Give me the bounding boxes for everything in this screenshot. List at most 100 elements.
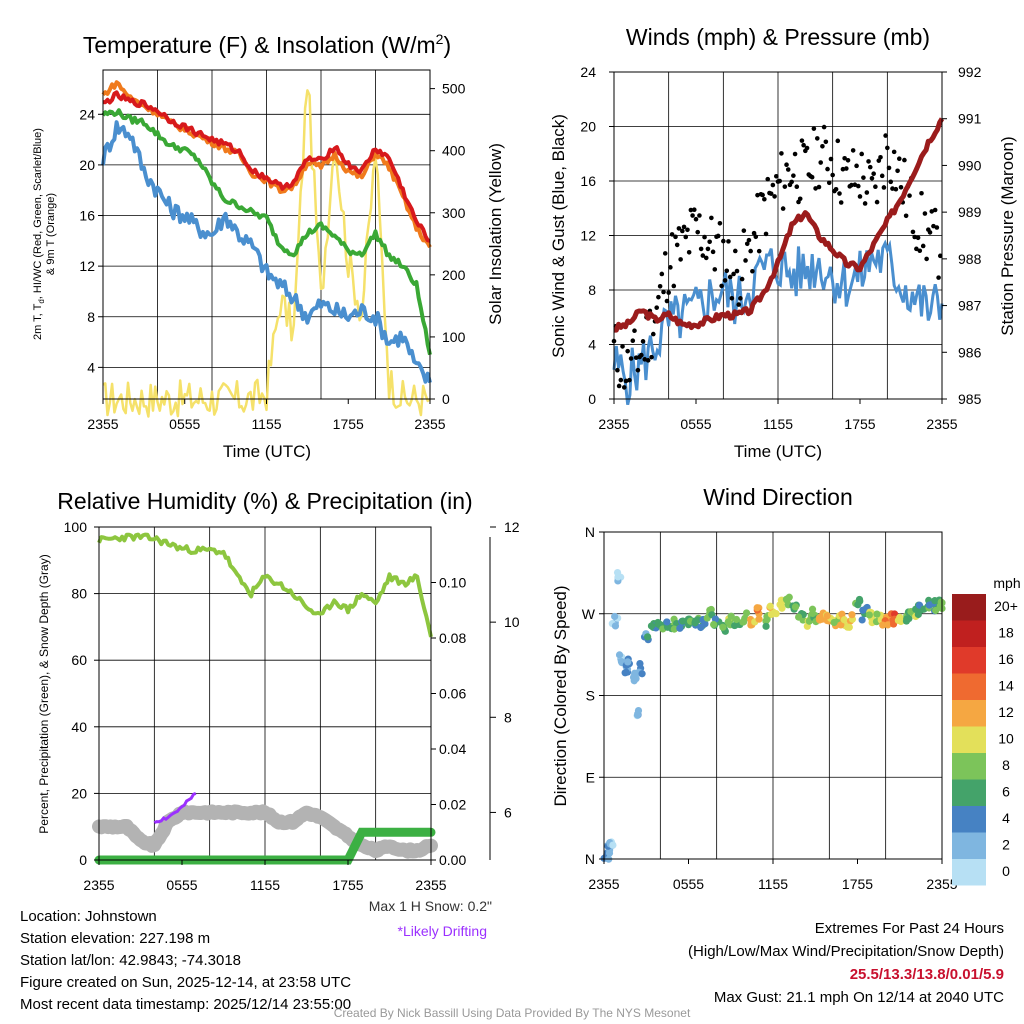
wind-y2-tick-label: 986: [958, 344, 982, 360]
gust-point: [640, 339, 646, 344]
direction-point: [719, 623, 727, 631]
rh-y2-tick-label: 0.00: [439, 852, 466, 868]
gust-point: [736, 302, 742, 307]
gust-point: [859, 151, 865, 157]
gust-point: [820, 143, 825, 149]
gust-point: [902, 157, 907, 163]
gust-point: [746, 237, 752, 243]
legend-swatch: [952, 700, 986, 727]
direction-x-ticks: 2355 0555 1155 1755 2355: [588, 859, 958, 892]
sonic-wind-line: [612, 239, 944, 406]
gust-point: [791, 173, 796, 178]
temp-x-tick-label: 2355: [87, 416, 118, 432]
legend-label: 0: [1002, 863, 1010, 879]
gust-point: [799, 138, 805, 143]
legend-swatch: [952, 647, 986, 674]
legend-swatch: [952, 832, 986, 859]
direction-point: [809, 609, 817, 618]
gust-point: [816, 184, 822, 190]
rh-x-tick-label: 1155: [250, 877, 280, 893]
wind-y2-tick-label: 988: [958, 251, 982, 267]
direction-point: [894, 616, 902, 625]
gust-point: [826, 180, 832, 186]
rh-y-axis-label: Percent, Precipitation (Green), & Snow D…: [37, 554, 51, 833]
gust-point: [678, 257, 683, 262]
gust-point: [717, 221, 723, 226]
gust-point: [874, 199, 880, 205]
direction-point: [785, 593, 793, 601]
gust-point: [910, 229, 916, 235]
temp-series: [101, 80, 432, 418]
gust-point: [854, 163, 859, 169]
legend-swatch: [952, 779, 986, 806]
gust-point: [744, 241, 750, 247]
legend-label: 6: [1002, 784, 1010, 800]
gust-point: [867, 164, 873, 170]
gust-point: [748, 248, 753, 254]
temp-y2-tick-label: 300: [442, 205, 466, 221]
gust-point: [722, 278, 728, 283]
direction-point: [932, 606, 940, 615]
gust-point: [809, 174, 815, 180]
gust-point: [896, 156, 902, 162]
direction-point: [873, 610, 881, 618]
direction-point: [697, 623, 705, 632]
wind-y-tick-label: 16: [580, 173, 596, 189]
gust-point: [917, 248, 923, 254]
direction-point: [638, 670, 646, 678]
temp-y-axis-label-line2: & 9m T (Orange): [45, 193, 57, 275]
extremes-values: 25.5/13.3/13.8/0.01/5.9: [849, 966, 1004, 983]
legend-label: 10: [998, 731, 1014, 747]
gust-point: [673, 234, 678, 240]
wind-y-axis-label: Sonic Wind & Gust (Blue, Black): [549, 114, 568, 358]
gust-point: [777, 178, 783, 184]
wind-y-tick-label: 20: [580, 119, 596, 135]
gust-point: [772, 194, 777, 199]
gust-point: [683, 234, 689, 240]
gust-point: [893, 186, 899, 192]
gust-point: [669, 232, 675, 237]
gust-point: [821, 124, 827, 130]
gust-point: [645, 358, 651, 363]
direction-point: [914, 610, 922, 619]
location-text: Location: Johnstown: [20, 908, 157, 925]
gust-point: [886, 165, 892, 171]
created-text: Figure created on Sun, 2025-12-14, at 23…: [20, 974, 352, 991]
snow-depth-line: [92, 804, 438, 859]
rh-y-ticks: 0 20 40 60 80 100: [64, 519, 99, 868]
gust-point: [620, 344, 625, 349]
gust-point: [857, 194, 863, 199]
gust-point: [726, 239, 731, 244]
rh-y3-tick-label: 8: [504, 709, 512, 725]
wind-x-tick-label: 2355: [926, 416, 957, 432]
wind-chill-line: [101, 108, 432, 356]
gust-point: [840, 166, 846, 172]
wind-y-tick-label: 24: [580, 64, 596, 80]
direction-point: [762, 622, 770, 630]
likely-drifting-line: [153, 792, 197, 825]
gust-point: [844, 166, 849, 171]
gust-point: [618, 377, 624, 383]
gust-point: [765, 176, 771, 182]
gust-point: [753, 234, 759, 240]
legend-label: 16: [998, 651, 1014, 667]
gust-point: [768, 191, 774, 196]
wind-y2-ticks: 985 986 987 988 989 990 991 992: [942, 64, 982, 407]
gust-point: [864, 190, 870, 195]
gust-point: [845, 158, 851, 163]
gust-point: [833, 186, 839, 192]
gust-point: [825, 166, 830, 172]
gust-point: [850, 148, 856, 153]
gust-point: [879, 173, 885, 179]
gust-point: [734, 268, 740, 274]
gust-point: [662, 251, 668, 256]
temperature-2m-line: [102, 90, 431, 243]
gust-point: [842, 155, 847, 161]
likely-drifting-label: *Likely Drifting: [398, 923, 487, 939]
legend-swatch: [952, 620, 986, 647]
rh-x-tick-label: 0555: [166, 877, 197, 893]
direction-point: [611, 622, 620, 630]
legend-swatch: [952, 726, 986, 753]
direction-y-ticks: N E S W N: [582, 524, 604, 867]
gust-point: [907, 193, 912, 198]
